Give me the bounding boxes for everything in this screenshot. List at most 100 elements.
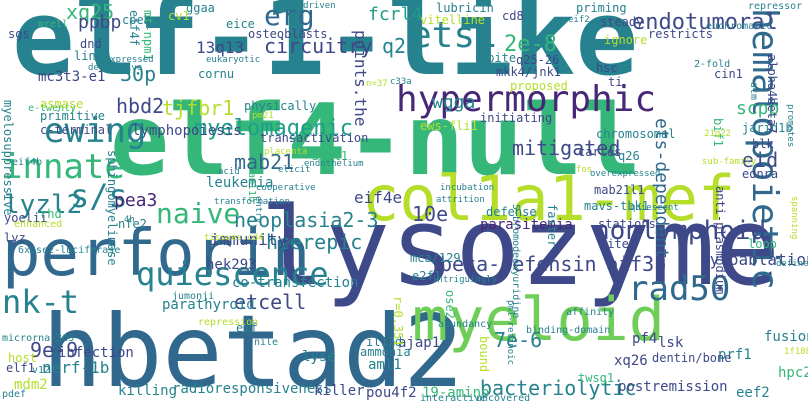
word-pf4: pf4 xyxy=(632,331,658,347)
word-eif: eif xyxy=(236,321,258,335)
word-2e-8: 2e-8 xyxy=(504,32,557,57)
word-naive: naive xyxy=(156,197,241,230)
word-eif2: eif2 xyxy=(568,15,590,25)
word-eice: eice xyxy=(226,17,255,31)
word-c33a: c33a xyxy=(390,77,412,87)
word-ammonia: ammonia xyxy=(360,345,411,359)
word-rhd: rhd xyxy=(40,207,62,221)
word-spite: spite xyxy=(480,51,517,65)
word-elf4-null: elf4-null xyxy=(110,84,642,198)
word-endotumoral: endotumoral xyxy=(632,10,778,35)
word-repressor: repressor xyxy=(748,1,803,12)
word-6xose2-luciferase: 6xose2-luciferase xyxy=(18,245,121,256)
word-innate: innate xyxy=(2,147,125,187)
word-prf1: prf1 xyxy=(718,347,752,363)
word-beta-defensin: beta-defensin xyxy=(440,252,597,276)
word-pou4f2: pou4f2 xyxy=(366,385,417,401)
word-bound: bound xyxy=(477,336,491,373)
word-lysozyme: lysozyme xyxy=(260,185,781,310)
word-priming: priming xyxy=(576,1,627,15)
word-twsg1: twsg1 xyxy=(578,371,615,385)
word-transactivation: transactivation xyxy=(260,131,369,145)
word-lyz: lyz xyxy=(4,231,26,245)
word-cytoablation: cytoablation xyxy=(700,250,808,269)
word-acid: acid xyxy=(218,167,240,177)
word-cornu: cornu xyxy=(198,67,235,81)
word-pdef: pdef xyxy=(2,389,27,400)
word-myelomagenic: myelomagenic xyxy=(194,116,353,141)
word-infection: infection xyxy=(58,345,134,361)
word-4h: 4h xyxy=(124,215,135,225)
word-perforin: perforin xyxy=(2,217,311,291)
word-3t3l1: 3t3l1 xyxy=(312,149,349,163)
word-wgga: wgga xyxy=(432,92,476,113)
word-2-fold: 2-fold xyxy=(694,59,731,70)
word-lymphopoiesis: lymphopoiesis xyxy=(132,123,242,139)
word-cv1: cv1 xyxy=(168,9,190,23)
word-jarid1b: jarid1b xyxy=(742,121,793,135)
word-sites: sites xyxy=(600,237,637,251)
word-hbetad2: hbetad2 xyxy=(42,293,464,404)
word-s-s: s/s xyxy=(70,177,128,215)
word-hek293: hek293 xyxy=(206,257,257,273)
word-eif3b: eif3b xyxy=(606,252,667,276)
word-myeloid: myeloid xyxy=(412,285,665,355)
word-fusion: fusion xyxy=(764,329,808,345)
word-endothelium: endothelium xyxy=(304,159,364,169)
word-mc3t3-e1: mc3t3-e1 xyxy=(38,69,106,85)
word-fos: fos xyxy=(576,165,593,175)
word-v12: v12 xyxy=(32,365,51,376)
word-leukemia: leukemia xyxy=(206,175,274,191)
word-immunity: immunity xyxy=(210,230,288,249)
word-line1: line1 xyxy=(74,49,111,63)
word-13q13: 13q13 xyxy=(196,38,245,57)
word-enhanced: enhanced xyxy=(14,219,63,230)
word-nk-t: nk-t xyxy=(2,283,80,321)
word-fcrl4: fcrl4 xyxy=(368,4,423,25)
word-19-amino: 19-amino xyxy=(422,385,490,401)
word-dentin-bone: dentin/bone xyxy=(652,351,732,365)
word-initiating: initiating xyxy=(480,111,553,125)
word-mkk4-jnk1: mkk4/jnk1 xyxy=(496,65,562,79)
word-define: define xyxy=(776,259,808,269)
word-mt-npm1: mt-npm1 xyxy=(141,10,155,61)
word-attrition: attrition xyxy=(436,195,485,205)
word-q22: q22 xyxy=(382,34,419,58)
word-blk: blk xyxy=(752,137,774,151)
word-hypermorphic: hypermorphic xyxy=(396,79,657,120)
word-affinity: affinity xyxy=(566,307,615,318)
word-sub-family: sub-family xyxy=(702,157,757,167)
word-sgs: sgs xyxy=(8,27,30,41)
word-intriguingly: intriguingly xyxy=(432,275,498,285)
word-cpeb: cpeb xyxy=(122,13,151,27)
word-entry: entry xyxy=(253,196,263,224)
word-osteoblasts: osteoblasts xyxy=(248,27,328,41)
word-pm21: pm21 xyxy=(252,111,274,121)
word-eid: eid xyxy=(742,148,779,172)
word-stations: stations xyxy=(598,217,656,231)
word-nfe2: nfe2 xyxy=(118,217,147,231)
word-etcell: etcell xyxy=(234,290,307,314)
word-hbd2: hbd2 xyxy=(116,94,165,118)
word-elf-1-like: elf-1-like xyxy=(12,0,639,99)
word-q25-26: q25-26 xyxy=(516,53,560,67)
word-placenta: placenta xyxy=(264,147,308,157)
word-pea3: pea3 xyxy=(114,190,158,211)
word-ednra: ednra xyxy=(742,167,779,181)
word-ti: ti xyxy=(608,75,623,89)
word-euchromatic: euchromatic xyxy=(706,21,773,32)
word-interactive: interactive xyxy=(420,393,487,404)
word-circuitry: circuitry xyxy=(264,34,373,58)
word-pml-retinoic: pml-retinoic xyxy=(505,300,515,366)
word-scpp: scpp xyxy=(736,98,780,119)
word-spanning: spanning xyxy=(789,196,799,240)
word-incubation: incubation xyxy=(440,183,495,193)
word-alpha4beta7: alpha4beta7 xyxy=(765,54,779,134)
word-30p: 30p xyxy=(120,62,157,86)
word-7e-6: 7e-6 xyxy=(494,328,543,352)
word-repression: repression xyxy=(198,317,259,328)
word-erg: erg xyxy=(264,0,315,32)
word-ajap1: ajap1 xyxy=(398,335,441,351)
word-eif4b: eif4b xyxy=(12,157,43,168)
